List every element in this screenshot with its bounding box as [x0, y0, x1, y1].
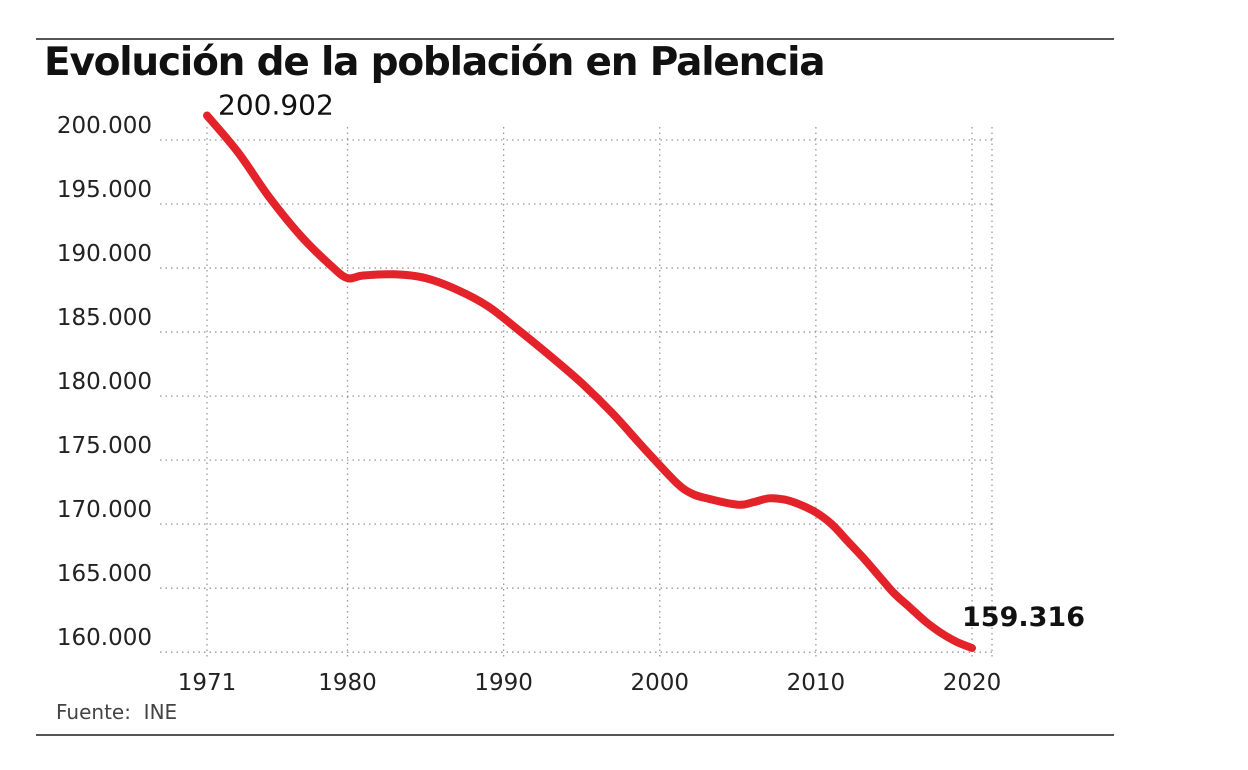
y-tick-label: 195.000	[57, 177, 152, 203]
population-line	[203, 111, 976, 652]
start-value-label: 200.902	[218, 88, 334, 121]
y-tick-label: 200.000	[57, 113, 152, 139]
end-value-label: 159.316	[962, 602, 1085, 633]
series-group	[203, 111, 976, 652]
y-tick-label: 185.000	[57, 305, 152, 331]
vertical-gridlines	[206, 127, 993, 660]
y-tick-label: 190.000	[57, 241, 152, 267]
x-tick-label: 1990	[474, 670, 533, 696]
x-axis-tick-labels: 1971 1980 1990 2000 2010 2020	[178, 670, 1002, 696]
y-tick-label: 160.000	[57, 625, 152, 651]
x-tick-label: 1971	[178, 670, 237, 696]
y-axis-tick-labels: 200.000 195.000 190.000 185.000 180.000 175.0…	[57, 113, 152, 651]
top-rule	[36, 38, 1114, 40]
source-note: Fuente: INE	[56, 700, 178, 724]
y-tick-label: 165.000	[57, 561, 152, 587]
bottom-rule	[36, 734, 1114, 736]
chart-title: Evolución de la población en Palencia	[44, 40, 826, 85]
x-tick-label: 2010	[787, 670, 846, 696]
x-tick-label: 2020	[943, 670, 1002, 696]
y-tick-label: 180.000	[57, 369, 152, 395]
x-tick-label: 1980	[318, 670, 377, 696]
annotations: 200.902 159.316	[218, 88, 1085, 633]
x-tick-label: 2000	[630, 670, 689, 696]
y-tick-label: 175.000	[57, 433, 152, 459]
y-tick-label: 170.000	[57, 497, 152, 523]
